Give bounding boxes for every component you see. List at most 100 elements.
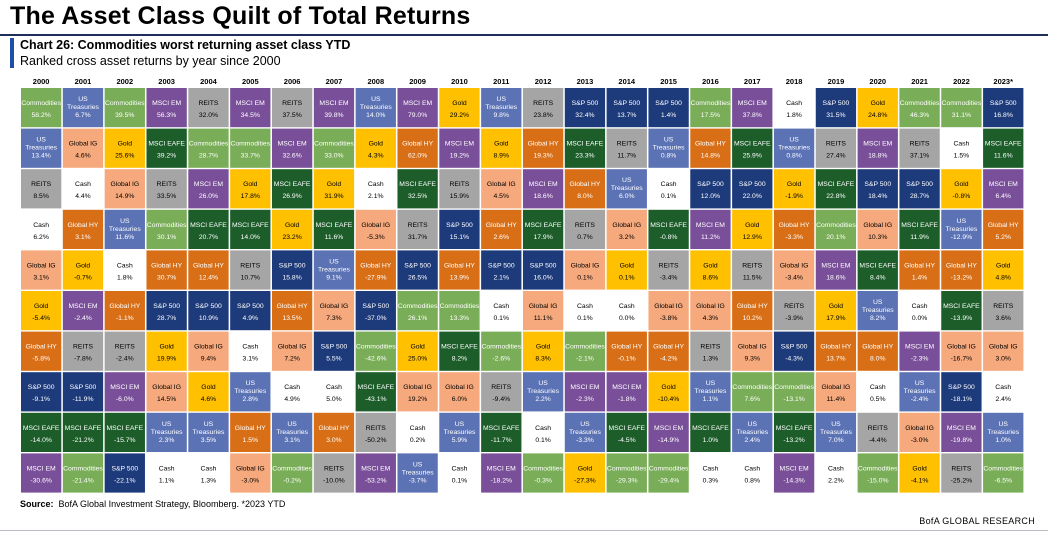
quilt-cell: MSCI EAFE 11.9% bbox=[899, 209, 940, 249]
cell-sandp-500-block bbox=[690, 169, 731, 209]
cell-asset-label: Global IG bbox=[738, 344, 767, 351]
cell-reits-block bbox=[188, 88, 229, 128]
quilt-cell: Gold -0.7% bbox=[62, 250, 104, 290]
cell-asset-label: REITS bbox=[659, 262, 679, 269]
quilt-cell: Global HY 8.0% bbox=[564, 169, 606, 209]
cell-global-hy-block bbox=[397, 128, 438, 168]
quilt-cell: Commodities -2.6% bbox=[481, 331, 522, 371]
cell-asset-label: REITS bbox=[742, 262, 762, 269]
quilt-cell: Cash 5.0% bbox=[313, 372, 355, 412]
quilt-cell: S&P 500 15.1% bbox=[439, 209, 480, 249]
cell-return-value: -16.7% bbox=[951, 356, 973, 363]
cell-return-value: 30.1% bbox=[157, 234, 176, 241]
quilt-cell: S&P 500 10.9% bbox=[188, 291, 229, 331]
cell-return-value: -2.4% bbox=[116, 356, 134, 363]
cell-return-value: 1.5% bbox=[954, 153, 970, 160]
cell-us-treasuries-block bbox=[815, 412, 857, 452]
cell-cash-block bbox=[62, 169, 104, 209]
quilt-cell: MSCI EAFE -21.2% bbox=[62, 412, 104, 452]
cell-asset-label: REITS bbox=[868, 425, 888, 432]
quilt-cell: S&P 500 28.7% bbox=[146, 291, 187, 331]
cell-asset-label: S&P 500 bbox=[279, 262, 306, 269]
quilt-cell: Global HY 13.7% bbox=[815, 331, 857, 371]
cell-asset-label: MSCI EAFE bbox=[943, 303, 980, 310]
cell-return-value: 33.0% bbox=[324, 153, 343, 160]
quilt-cell: Global IG -5.3% bbox=[355, 209, 396, 249]
cell-return-value: -6.0% bbox=[116, 396, 134, 403]
cell-return-value: 11.7% bbox=[617, 153, 636, 160]
quilt-cell: S&P 500 -11.9% bbox=[62, 372, 104, 412]
cell-return-value: 33.7% bbox=[241, 153, 260, 160]
quilt-cell: MSCI EAFE -13.2% bbox=[773, 412, 815, 452]
cell-return-value: 2.1% bbox=[368, 193, 384, 200]
cell-return-value: 4.3% bbox=[703, 315, 719, 322]
quilt-cell: MSCI EM 19.2% bbox=[439, 128, 480, 168]
cell-return-value: 33.5% bbox=[157, 193, 176, 200]
cell-return-value: 18.6% bbox=[533, 193, 552, 200]
cell-msci-em-block bbox=[481, 453, 522, 493]
quilt-cell: MSCI EAFE -11.7% bbox=[481, 412, 522, 452]
cell-global-hy-block bbox=[104, 291, 145, 331]
quilt-cell: REITS -25.2% bbox=[941, 453, 982, 493]
cell-sandp-500-block bbox=[355, 291, 396, 331]
cell-return-value: 4.5% bbox=[494, 193, 510, 200]
quilt-cell: S&P 500 -4.3% bbox=[773, 331, 815, 371]
cell-gold-block bbox=[146, 331, 187, 371]
cell-gold-block bbox=[355, 128, 396, 168]
quilt-cell: MSCI EM -53.2% bbox=[355, 453, 396, 493]
cell-asset-label: MSCI EM bbox=[821, 262, 850, 269]
cell-global-ig-block bbox=[355, 209, 396, 249]
quilt-cell: Cash 0.1% bbox=[481, 291, 522, 331]
cell-return-value: -0.8% bbox=[953, 193, 971, 200]
cell-msci-em-block bbox=[690, 209, 731, 249]
quilt-cell: MSCI EAFE 1.0% bbox=[690, 412, 731, 452]
cell-asset-label: Global HY bbox=[277, 303, 308, 310]
cell-global-hy-block bbox=[648, 331, 689, 371]
cell-asset-label: S&P 500 bbox=[655, 100, 682, 107]
cell-reits-block bbox=[857, 412, 898, 452]
cell-return-value: 56.3% bbox=[157, 112, 176, 119]
cell-asset-label: Gold bbox=[661, 384, 676, 391]
cell-global-ig-block bbox=[732, 331, 773, 371]
cell-commodities-block bbox=[439, 291, 480, 331]
cell-gold-block bbox=[104, 128, 145, 168]
cell-return-value: 14.0% bbox=[241, 234, 260, 241]
cell-asset-label: Global IG bbox=[654, 303, 683, 310]
quilt-cell: Commodities -21.4% bbox=[62, 453, 104, 493]
cell-msci-eafe-block bbox=[271, 169, 313, 209]
cell-asset-label: MSCI EAFE bbox=[608, 425, 645, 432]
cell-msci-em-block bbox=[104, 372, 145, 412]
cell-asset-label: Treasuries bbox=[67, 104, 99, 111]
cell-asset-label: US bbox=[957, 218, 967, 225]
quilt-cell: Commodities -15.0% bbox=[857, 453, 898, 493]
cell-return-value: 11.5% bbox=[743, 274, 762, 281]
cell-return-value: -4.1% bbox=[911, 477, 929, 484]
quilt-cell: Commodities 28.7% bbox=[188, 128, 229, 168]
quilt-cell: MSCI EM -14.9% bbox=[648, 412, 689, 452]
cell-msci-eafe-block bbox=[690, 412, 731, 452]
quilt-cell: S&P 500 2.1% bbox=[481, 250, 522, 290]
cell-return-value: 15.8% bbox=[282, 274, 301, 281]
cell-asset-label: Global HY bbox=[653, 344, 684, 351]
cell-return-value: -30.6% bbox=[30, 477, 52, 484]
cell-asset-label: MSCI EM bbox=[278, 141, 307, 148]
cell-asset-label: S&P 500 bbox=[111, 465, 138, 472]
cell-return-value: 23.3% bbox=[575, 153, 594, 160]
cell-asset-label: Cash bbox=[577, 303, 593, 310]
cell-cash-block bbox=[857, 372, 898, 412]
quilt-cell: Cash 0.0% bbox=[899, 291, 940, 331]
cell-gold-block bbox=[899, 453, 940, 493]
quilt-cell: MSCI EM -1.8% bbox=[606, 372, 647, 412]
cell-asset-label: Cash bbox=[33, 222, 49, 229]
cell-msci-em-block bbox=[62, 291, 104, 331]
cell-return-value: -29.4% bbox=[658, 477, 680, 484]
quilt-cell: Cash 0.1% bbox=[648, 169, 689, 209]
quilt-cell: S&P 500 18.4% bbox=[857, 169, 898, 209]
cell-commodities-block bbox=[62, 453, 104, 493]
cell-asset-label: Global HY bbox=[737, 303, 768, 310]
cell-sandp-500-block bbox=[21, 372, 62, 412]
cell-return-value: -15.0% bbox=[867, 477, 889, 484]
cell-return-value: 19.3% bbox=[533, 153, 552, 160]
cell-us-treasuries-block bbox=[522, 372, 564, 412]
